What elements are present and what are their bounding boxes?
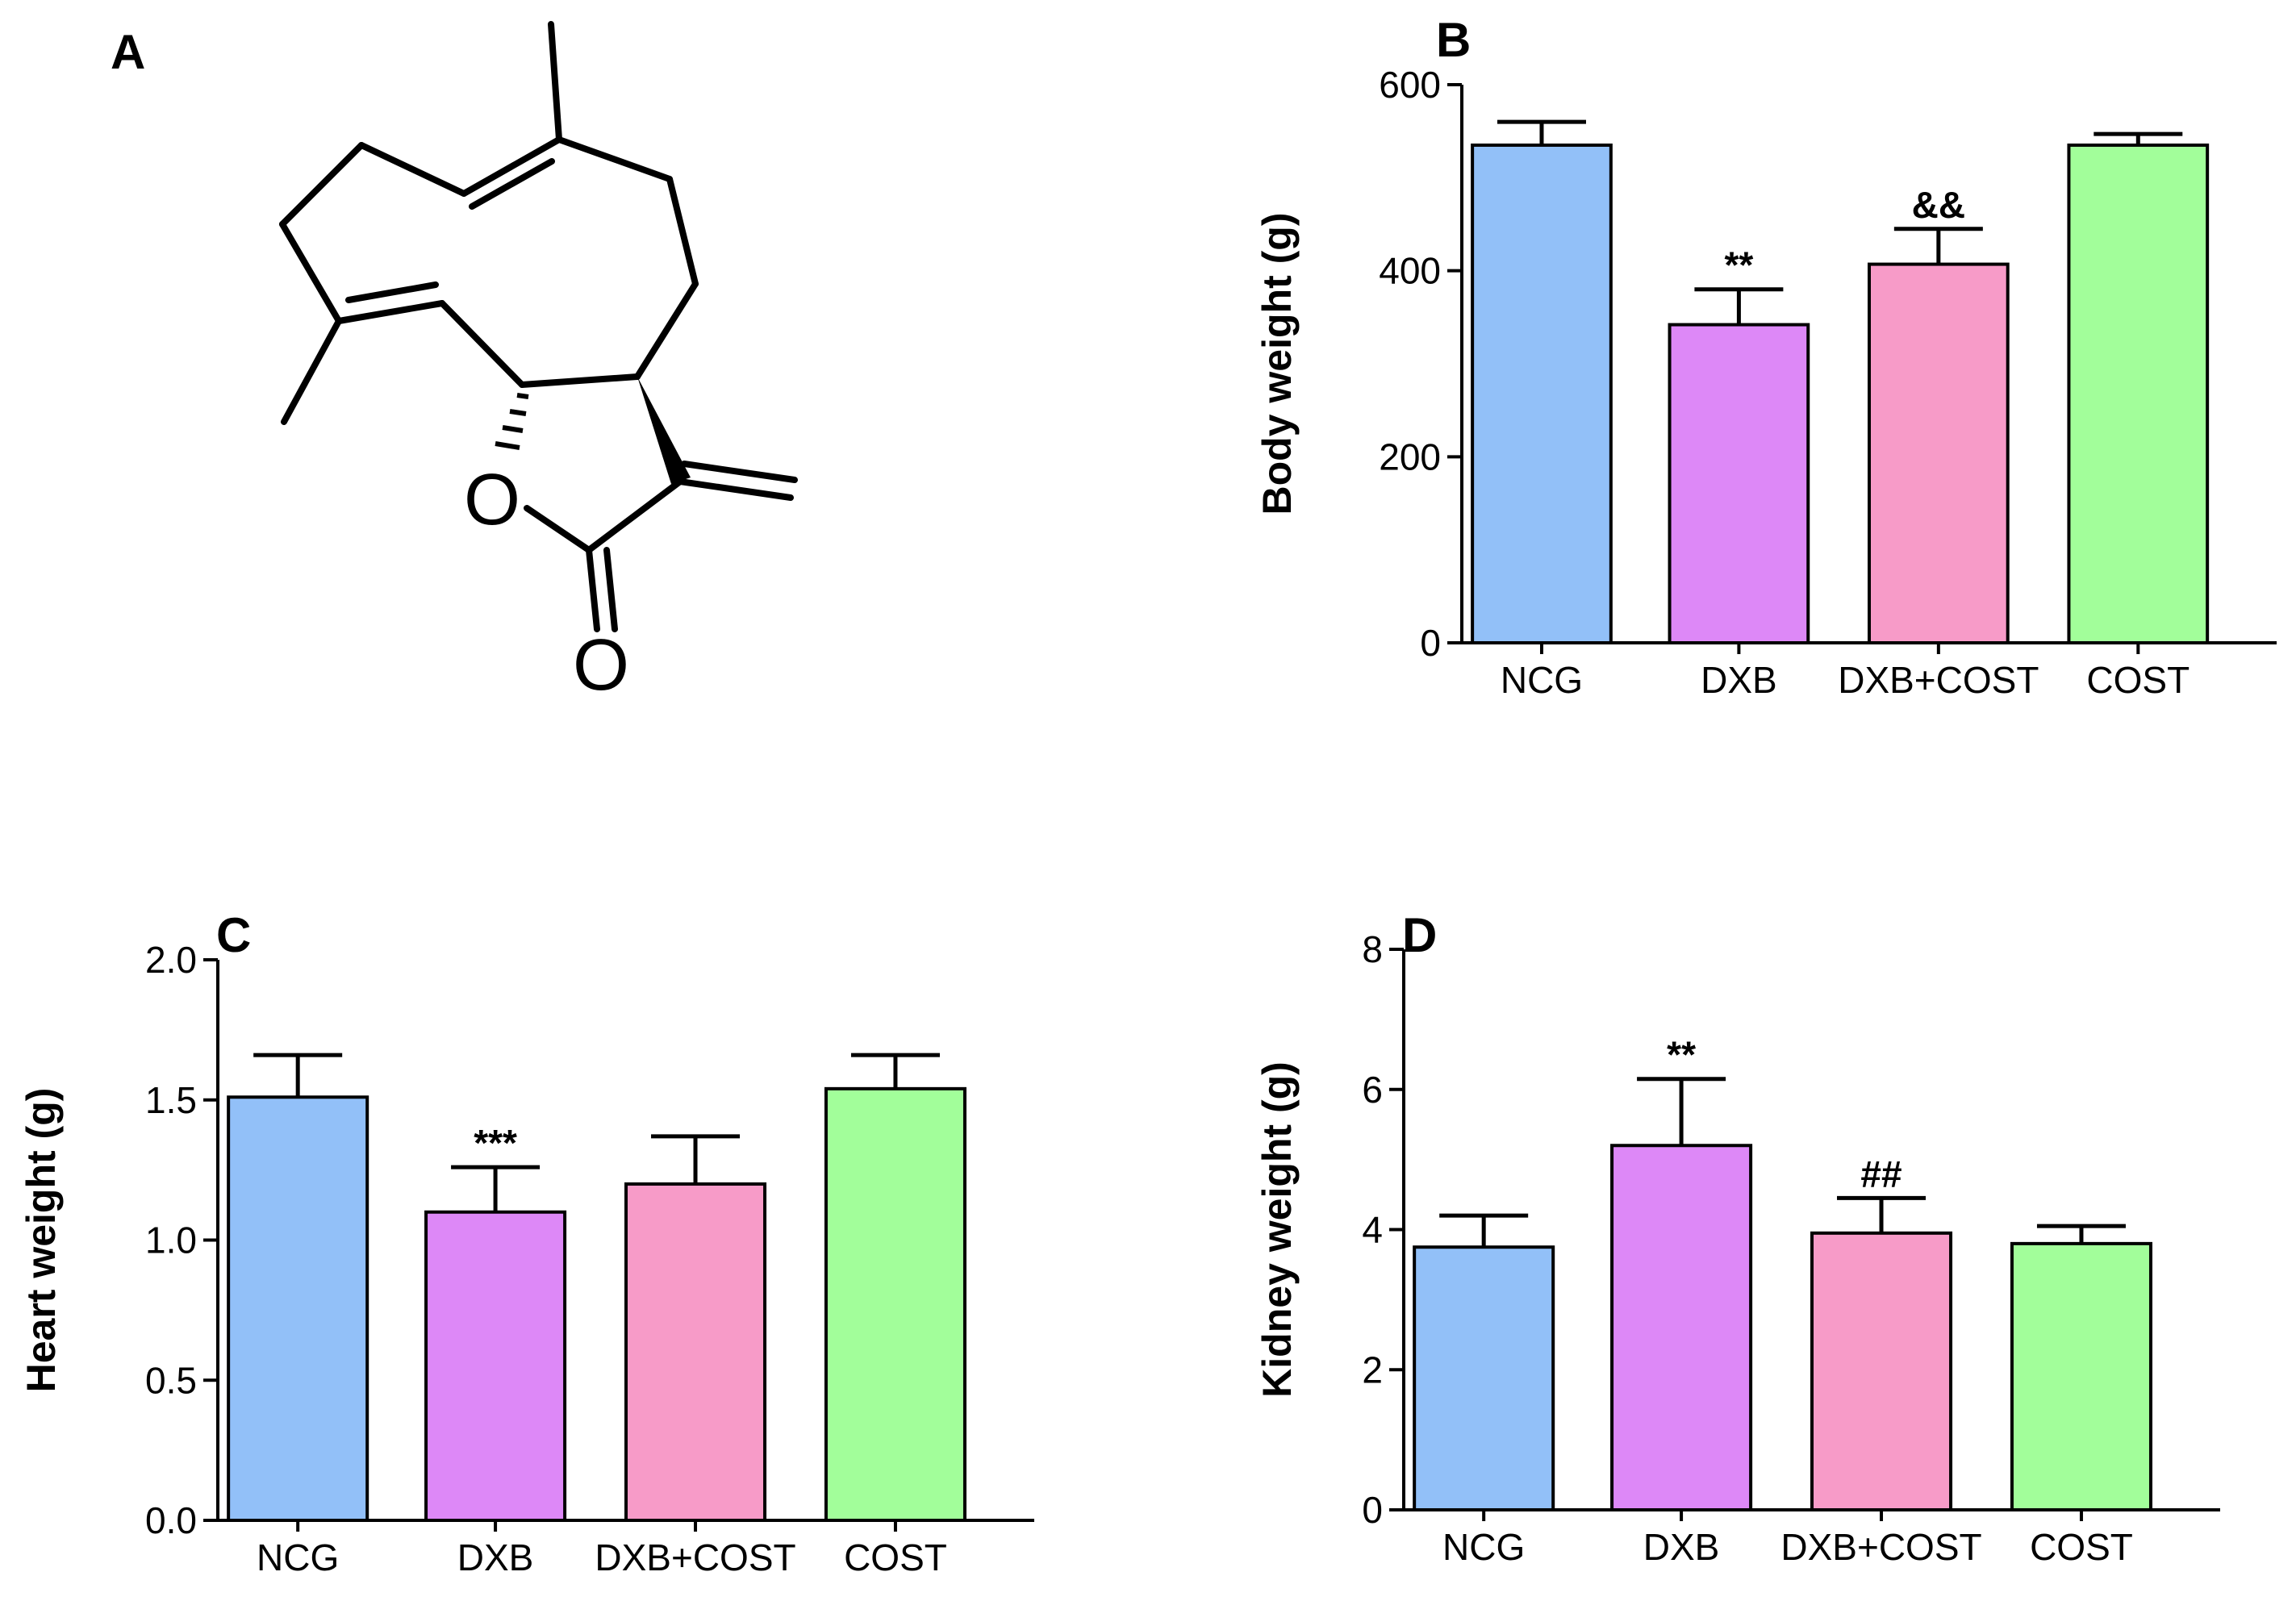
bar [1810,1231,1953,1511]
y-tick-label: 1.5 [145,1079,197,1121]
x-tick-label: NCG [1442,1526,1525,1568]
x-tick-label: NCG [1501,659,1583,701]
bar [1413,1245,1555,1511]
y-tick-label: 400 [1379,250,1441,292]
x-tick-label: NCG [257,1536,339,1578]
y-axis-label: Kidney weight (g) [1254,1061,1300,1398]
x-tick-label: DXB [1701,659,1777,701]
y-tick-label: 2.0 [145,939,197,981]
y-tick-label: 2 [1362,1349,1383,1390]
x-tick-label: DXB [457,1536,534,1578]
x-tick-label: DXB+COST [1780,1526,1981,1568]
y-axis-label: Heart weight (g) [19,1088,64,1393]
bar [1610,1144,1753,1511]
x-tick-label: DXB [1643,1526,1720,1568]
y-tick-label: 0 [1420,622,1441,664]
significance-marker: *** [474,1122,517,1164]
panel-label-c: C [216,908,252,962]
y-tick-label: 0.0 [145,1499,197,1541]
x-tick-label: COST [2030,1526,2133,1568]
x-tick-label: DXB+COST [1838,659,2039,701]
bar [2010,1241,2152,1511]
panel-label-b: B [1436,13,1472,67]
bar [624,1182,767,1522]
y-tick-label: 0 [1362,1489,1383,1531]
y-axis-label: Body weight (g) [1254,213,1300,515]
bar [424,1210,567,1522]
y-tick-label: 600 [1379,64,1441,106]
bar [2067,143,2210,644]
x-tick-label: COST [844,1536,947,1578]
y-tick-label: 0.5 [145,1359,197,1401]
y-tick-label: 8 [1362,928,1383,970]
significance-marker: ** [1724,244,1753,286]
x-tick-label: COST [2086,659,2190,701]
panel-label-d: D [1402,908,1438,962]
significance-marker: ## [1860,1153,1902,1194]
y-tick-label: 1.0 [145,1220,197,1261]
y-tick-label: 200 [1379,436,1441,477]
y-tick-label: 6 [1362,1069,1383,1111]
significance-marker: && [1912,184,1965,226]
panel-label-a: A [111,25,146,79]
bar [1668,323,1810,644]
y-tick-label: 4 [1362,1209,1383,1251]
significance-marker: ** [1667,1034,1696,1076]
x-tick-label: DXB+COST [595,1536,795,1578]
